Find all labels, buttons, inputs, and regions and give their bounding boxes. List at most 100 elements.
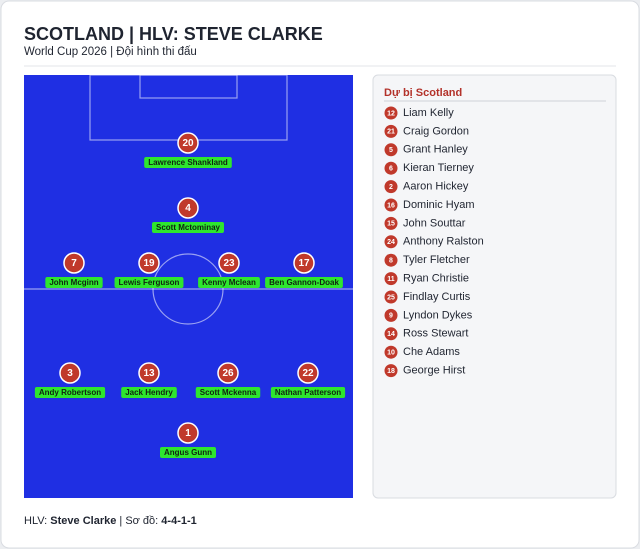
bench-number: 25 (387, 294, 395, 301)
player-name: Jack Hendry (125, 388, 173, 397)
player: 1 Angus Gunn (160, 422, 216, 458)
coach: Steve Clarke (50, 515, 116, 527)
player: 4 Scott Mctominay (151, 197, 225, 233)
player-label-bg (198, 277, 260, 288)
bench-name: Ross Stewart (403, 328, 468, 340)
bench-number: 24 (387, 239, 395, 246)
bench-badge (384, 198, 398, 212)
bench-name: Tyler Fletcher (403, 254, 470, 266)
player-number: 20 (182, 138, 194, 149)
player-number: 23 (223, 258, 235, 269)
bench-badge (384, 180, 398, 194)
player-badge (59, 362, 81, 384)
player: 26 Scott Mckenna (195, 362, 261, 398)
player-label-bg (144, 157, 232, 168)
bench-badge (384, 161, 398, 175)
title: SCOTLAND | HLV: STEVE CLARKE (24, 24, 323, 44)
player-number: 17 (298, 258, 310, 269)
bench-panel (372, 74, 617, 499)
bench-badge (384, 235, 398, 249)
player-name: Scott Mctominay (156, 223, 221, 232)
player: 13 Jack Hendry (121, 362, 177, 398)
player-badge (138, 362, 160, 384)
player-badge (63, 252, 85, 274)
player-badge (177, 197, 199, 219)
player-label-bg (34, 387, 106, 398)
separator: | (119, 515, 122, 527)
bench-badge (384, 216, 398, 230)
bench-number: 11 (387, 276, 395, 283)
bench-number: 15 (387, 221, 395, 228)
player: 19 Lewis Ferguson (114, 252, 184, 288)
player-badge (217, 362, 239, 384)
player: 20 Lawrence Shankland (144, 132, 232, 168)
goal-box (139, 74, 238, 99)
bench-badge (384, 272, 398, 286)
player-badge (297, 362, 319, 384)
bench-title: Dự bị Scotland (384, 87, 462, 99)
player-number: 19 (143, 258, 155, 269)
player-number: 22 (302, 368, 314, 379)
bench-name: George Hirst (403, 365, 465, 377)
bench-badge (384, 290, 398, 304)
player-label-bg (121, 387, 177, 398)
player: 17 Ben Gannon-Doak (265, 252, 343, 288)
player-label-bg (195, 387, 261, 398)
player-badge (138, 252, 160, 274)
bench-badge (384, 327, 398, 341)
bench-badge (384, 143, 398, 157)
bench-badge (384, 308, 398, 322)
player-number: 7 (71, 258, 77, 269)
player: 3 Andy Robertson (34, 362, 106, 398)
player-name: Nathan Patterson (275, 388, 341, 397)
bench-number: 8 (389, 258, 393, 265)
bench-name: Anthony Ralston (403, 236, 484, 248)
player-number: 1 (185, 428, 191, 439)
bench-name: Lyndon Dykes (403, 309, 473, 321)
formation-label: Sơ đồ: (125, 515, 158, 527)
bench-badge (384, 106, 398, 120)
coach-label: HLV: (24, 515, 47, 527)
bench-badge (384, 124, 398, 138)
player: 22 Nathan Patterson (270, 362, 346, 398)
bench-number: 16 (387, 202, 395, 209)
bench-name: Che Adams (403, 346, 460, 358)
bench-number: 12 (387, 110, 395, 117)
bench-number: 5 (389, 147, 393, 154)
formation: 4-4-1-1 (161, 515, 196, 527)
player-badge (177, 422, 199, 444)
player-number: 3 (67, 368, 73, 379)
player: 7 John Mcginn (45, 252, 103, 288)
bench-name: Findlay Curtis (403, 291, 471, 303)
player-label-bg (45, 277, 103, 288)
player-label-bg (270, 387, 346, 398)
bench-number: 2 (389, 184, 393, 191)
player-name: Kenny Mclean (202, 278, 256, 287)
player-name: Ben Gannon-Doak (269, 278, 339, 287)
bench-name: Kieran Tierney (403, 162, 474, 174)
player-name: Lawrence Shankland (148, 158, 228, 167)
player-number: 4 (185, 203, 191, 214)
player-label-bg (160, 447, 216, 458)
bench-name: Grant Hanley (403, 144, 468, 156)
player-number: 13 (143, 368, 155, 379)
bench-name: Aaron Hickey (403, 181, 469, 193)
player-badge (177, 132, 199, 154)
subtitle: World Cup 2026 | Đội hình thi đấu (24, 46, 197, 58)
bench-number: 18 (387, 368, 395, 375)
player-name: John Mcginn (49, 278, 98, 287)
center-circle (152, 253, 224, 325)
bench-number: 10 (387, 350, 395, 357)
bench-badge (384, 364, 398, 378)
player-badge (293, 252, 315, 274)
bench-name: Craig Gordon (403, 125, 469, 137)
player-badge (218, 252, 240, 274)
player-name: Lewis Ferguson (119, 278, 180, 287)
player-name: Andy Robertson (39, 388, 101, 397)
bench-number: 9 (389, 313, 393, 320)
bench-name: Ryan Christie (403, 273, 469, 285)
bench-number: 14 (387, 331, 395, 338)
footer: HLV: Steve Clarke | Sơ đồ: 4-4-1-1 (24, 515, 197, 527)
